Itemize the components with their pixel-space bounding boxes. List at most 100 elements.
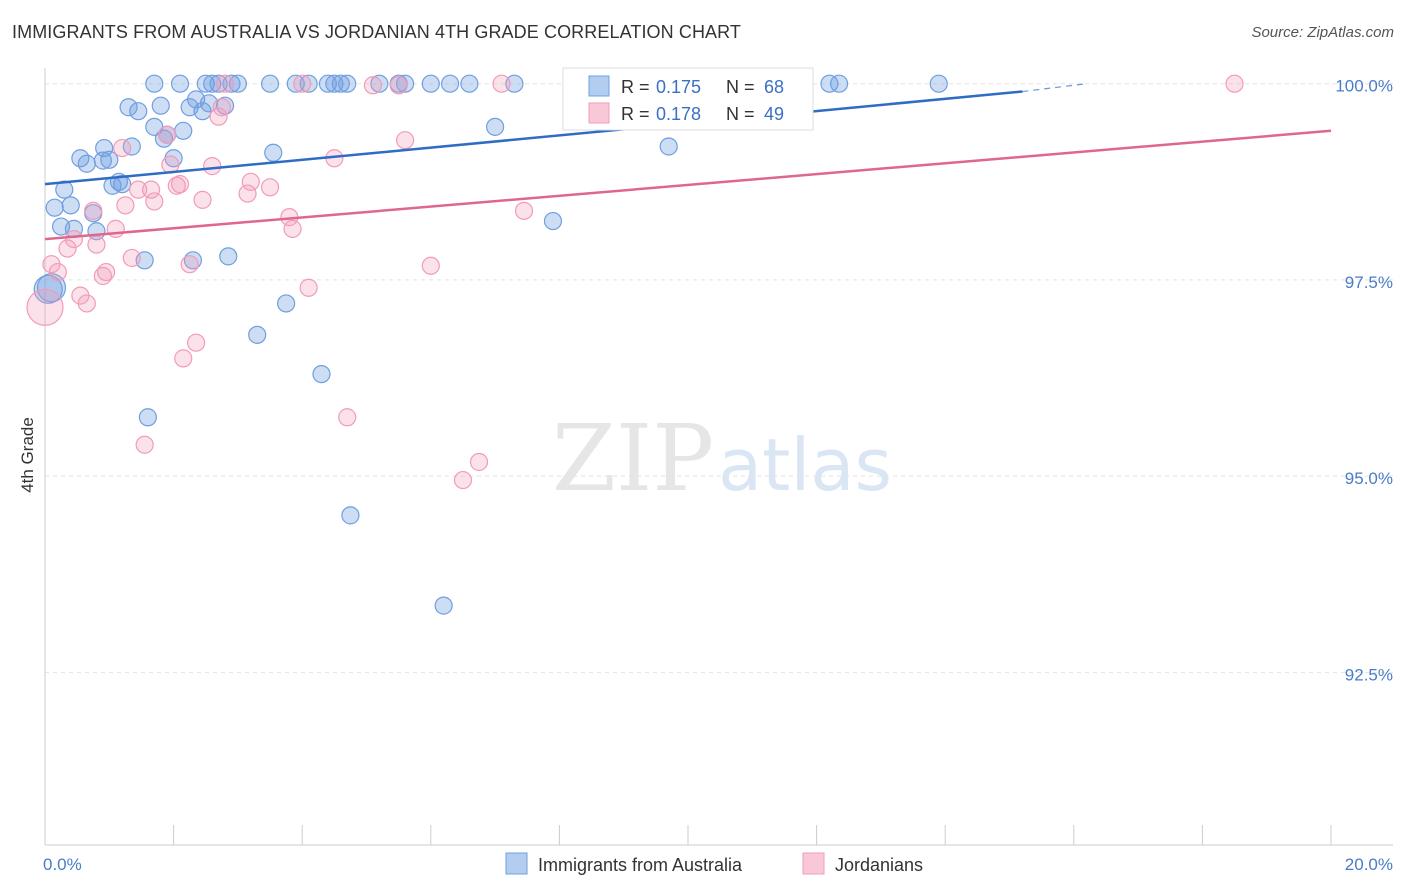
point-jordanians-36 [299,278,318,297]
stats-swatch-jordanians [588,102,610,124]
watermark: ZIP atlas [552,405,892,512]
point-australia-42 [260,74,280,93]
point-jordanians-3 [58,239,77,258]
point-australia-38 [219,247,238,266]
point-australia-33 [196,74,215,93]
point-jordanians-0 [26,288,64,326]
point-australia-40 [228,74,247,93]
point-jordanians-48 [215,74,235,93]
point-jordanians-35 [293,74,312,93]
point-australia-46 [299,74,318,93]
point-australia-44 [277,294,296,313]
point-jordanians-30 [238,184,257,203]
point-australia-61 [505,74,524,93]
point-jordanians-4 [64,229,84,249]
point-jordanians-22 [170,175,190,194]
point-jordanians-43 [453,470,473,490]
y-tick-label-1: 95.0% [1345,469,1393,488]
point-australia-39 [222,74,241,93]
point-australia-65 [830,74,849,93]
y-tick-labels: 92.5% 95.0% 97.5% 100.0% [1335,77,1393,685]
point-jordanians-46 [514,201,534,220]
point-jordanians-38 [338,408,357,427]
point-australia-23 [151,96,170,115]
point-australia-12 [100,150,119,169]
point-australia-11 [95,138,114,158]
point-australia-49 [325,74,344,93]
point-jordanians-18 [145,192,164,211]
point-australia-16 [119,98,138,117]
point-australia-1 [45,198,64,217]
point-jordanians-8 [87,235,106,254]
point-jordanians-16 [135,435,154,454]
watermark-zip: ZIP [552,405,714,512]
watermark-atlas: atlas [718,423,892,507]
point-australia-59 [460,74,479,93]
stats-swatch-australia [588,75,610,97]
point-australia-53 [370,74,389,93]
x-tick-label-0: 0.0% [43,855,82,874]
point-jordanians-10 [96,262,116,282]
stats-r-label-jordanians: R = [621,104,650,124]
point-jordanians-42 [421,256,440,275]
point-australia-55 [395,74,415,93]
stats-r-value-jordanians: 0.178 [656,104,701,124]
point-australia-48 [318,74,338,93]
point-jordanians-13 [116,196,135,215]
point-jordanians-26 [193,190,212,209]
point-jordanians-34 [283,219,302,238]
chart-title: IMMIGRANTS FROM AUSTRALIA VS JORDANIAN 4… [12,22,742,42]
point-australia-66 [929,74,948,93]
stats-legend: R = 0.175 N = 68 R = 0.178 N = 49 [562,67,814,131]
legend-swatch-jordanians [802,852,825,875]
legend-label-australia: Immigrants from Australia [538,855,743,875]
point-jordanians-2 [48,262,67,282]
stats-r-value-australia: 0.175 [656,77,701,97]
trend-line-australia [44,90,1023,186]
point-australia-45 [286,74,305,93]
point-australia-58 [440,74,460,93]
axes [44,68,1393,846]
trend-lines [44,83,1332,241]
point-jordanians-6 [77,294,96,313]
point-australia-4 [61,196,80,215]
point-jordanians-32 [260,178,280,197]
point-jordanians-12 [113,138,132,158]
point-australia-43 [264,143,283,162]
point-jordanians-14 [122,248,141,268]
point-australia-64 [820,74,839,93]
point-jordanians-47 [1225,74,1244,93]
x-tick-labels: 0.0% 20.0% [43,855,1393,874]
point-jordanians-24 [180,255,199,274]
trend-line-jordanians [44,129,1332,241]
legend-label-jordanians: Jordanians [835,855,923,875]
point-australia-60 [486,117,505,136]
stats-n-value-australia: 68 [764,77,784,97]
bottom-legend: Immigrants from Australia Jordanians [505,852,923,875]
point-australia-36 [209,74,228,93]
series-australia-points [33,74,948,615]
series-jordanians-points [26,74,1244,490]
point-jordanians-40 [389,76,408,95]
point-australia-52 [341,506,360,525]
stats-r-label-australia: R = [621,77,650,97]
y-tick-label-2: 97.5% [1345,273,1393,292]
point-australia-56 [421,74,440,93]
point-jordanians-31 [241,172,260,191]
stats-n-label-jordanians: N = [726,104,755,124]
chart-source: Source: ZipAtlas.com [1251,24,1394,41]
trend-line-australia-extension [1022,83,1087,93]
point-jordanians-29 [212,98,231,117]
point-australia-21 [145,74,164,93]
point-australia-7 [77,154,96,173]
y-tick-label-3: 100.0% [1335,77,1393,96]
point-jordanians-15 [129,180,148,199]
point-jordanians-17 [141,180,161,199]
stats-n-label-australia: N = [726,77,755,97]
point-jordanians-39 [363,76,383,95]
y-tick-label-0: 92.5% [1345,665,1393,684]
point-australia-18 [129,102,148,121]
point-jordanians-19 [158,125,177,144]
point-australia-27 [170,74,190,93]
